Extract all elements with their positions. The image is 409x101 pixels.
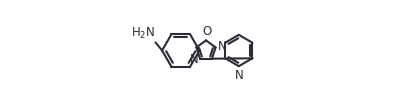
Text: N: N <box>234 69 243 82</box>
Text: H$_2$N: H$_2$N <box>130 25 155 41</box>
Text: O: O <box>202 25 211 38</box>
Text: N: N <box>189 53 198 66</box>
Text: N: N <box>218 40 226 53</box>
